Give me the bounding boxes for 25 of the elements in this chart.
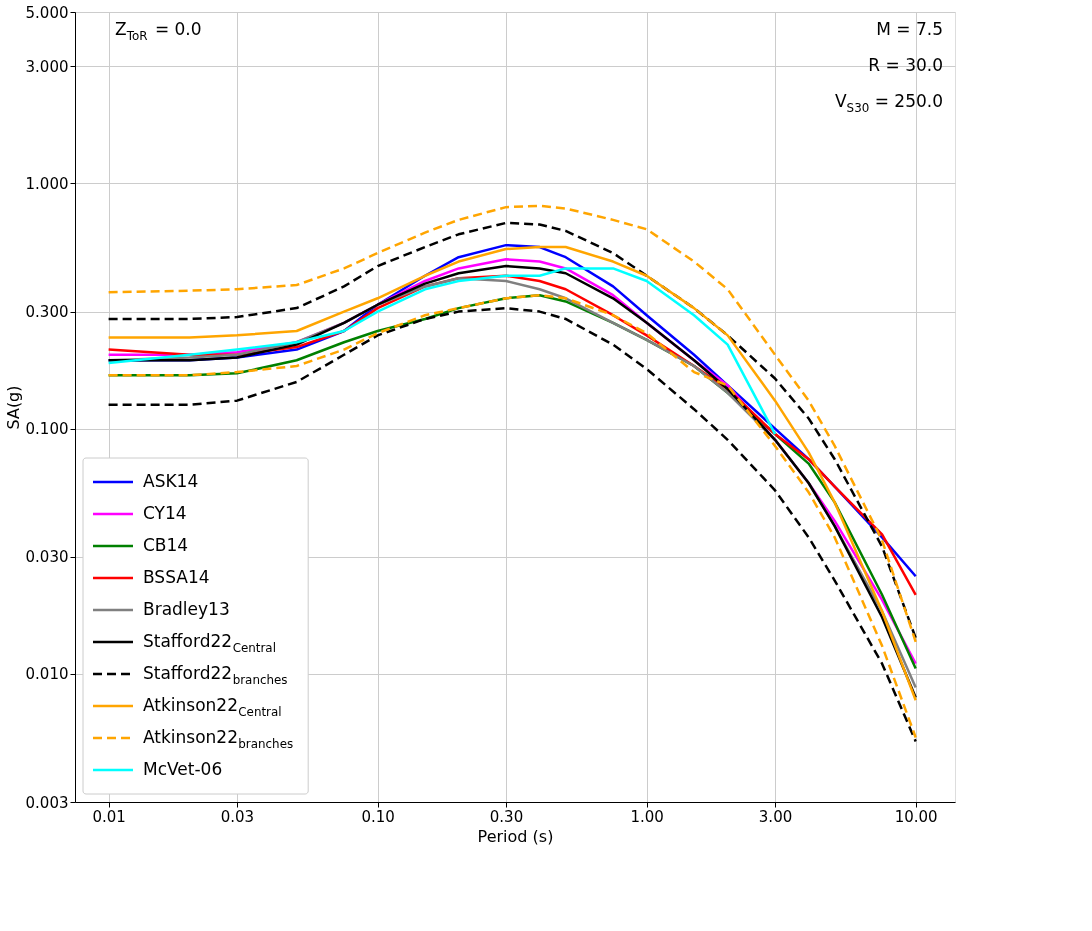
x-axis-title: Period (s): [477, 826, 554, 846]
y-tick-label: 3.000: [25, 57, 69, 76]
y-tick-label: 0.300: [25, 303, 69, 322]
y-tick-label: 0.010: [25, 665, 69, 684]
y-axis-title: SA(g): [3, 385, 23, 430]
y-tick-label: 5.000: [25, 3, 69, 22]
y-tick-label: 0.003: [25, 793, 69, 812]
legend-label: CY14: [143, 503, 187, 523]
legend-label: Bradley13: [143, 599, 230, 619]
legend-label: ASK14: [143, 471, 199, 491]
x-tick-label: 0.30: [489, 807, 524, 826]
y-tick-label: 0.030: [25, 548, 69, 567]
legend-label: CB14: [143, 535, 189, 555]
x-tick-label: 0.10: [361, 807, 395, 826]
y-tick-label: 1.000: [25, 174, 69, 193]
annotation: M = 7.5: [876, 19, 944, 39]
x-tick-label: 0.01: [92, 807, 126, 826]
x-tick-label: 1.00: [630, 807, 664, 826]
y-tick-label: 0.100: [25, 420, 69, 439]
x-tick-label: 10.00: [894, 807, 938, 826]
legend-label: BSSA14: [143, 567, 210, 587]
annotation: R = 30.0: [868, 55, 943, 75]
x-tick-label: 0.03: [220, 807, 255, 826]
x-tick-label: 3.00: [758, 807, 793, 826]
legend-label: McVet-06: [143, 759, 223, 779]
